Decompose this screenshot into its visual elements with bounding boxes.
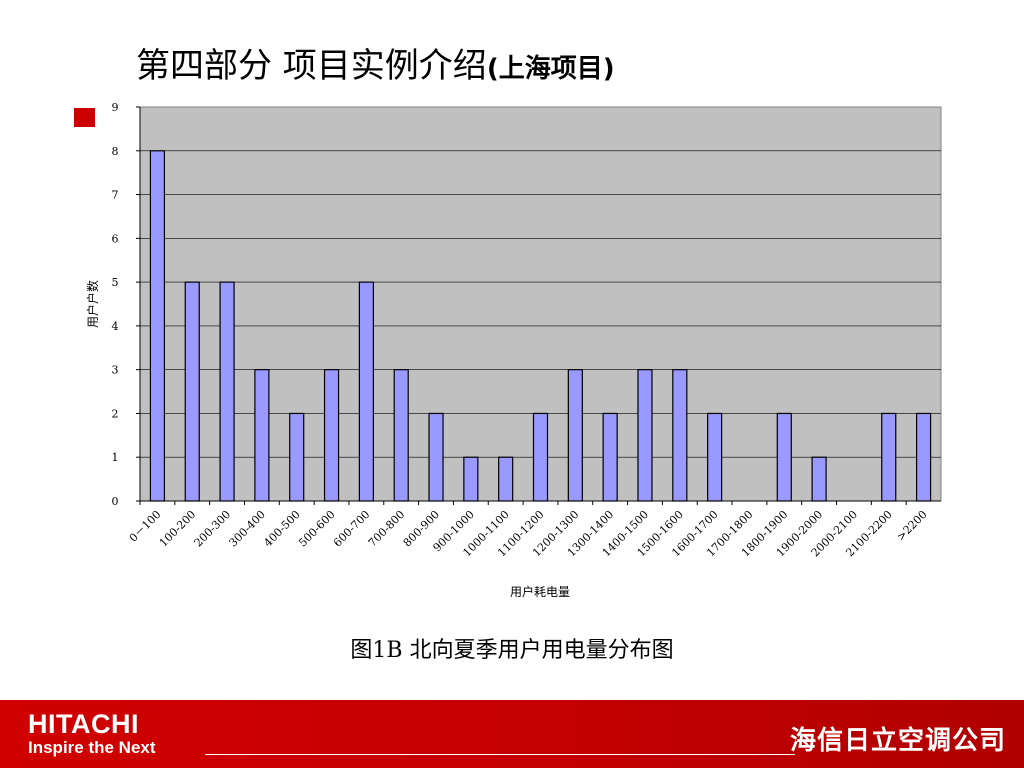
y-tick-label: 2 xyxy=(112,407,119,420)
bar xyxy=(393,369,409,502)
y-tick-label: 1 xyxy=(112,451,119,464)
bar xyxy=(811,456,827,502)
slide-title-sub: (上海项目) xyxy=(486,54,615,84)
bar xyxy=(776,412,792,502)
footer-divider xyxy=(205,754,795,755)
bar xyxy=(149,150,166,502)
legend-swatch xyxy=(74,108,95,127)
slide-title: 第四部分 项目实例介绍(上海项目) xyxy=(136,38,615,94)
figure-caption: 图1B 北向夏季用户用电量分布图 xyxy=(350,638,674,663)
x-axis-label: 用户耗电量 xyxy=(510,584,570,599)
x-tick-label: >2200 xyxy=(894,508,930,544)
company-name: 海信日立空调公司 xyxy=(789,726,1006,756)
y-tick-label: 6 xyxy=(112,232,119,245)
x-tick-label: 600-700 xyxy=(331,508,373,550)
x-tick-label: 300-400 xyxy=(226,508,268,550)
bar xyxy=(881,412,897,502)
x-tick-label: 100-200 xyxy=(157,508,199,550)
bar xyxy=(219,281,235,502)
x-tick-label: 200-300 xyxy=(192,508,234,550)
bar xyxy=(672,369,688,502)
y-tick-label: 8 xyxy=(112,145,119,158)
slide-title-main: 第四部分 项目实例介绍 xyxy=(136,46,487,86)
bar xyxy=(707,412,723,502)
bar xyxy=(915,412,932,502)
bar xyxy=(184,281,200,502)
logo-tagline: Inspire the Next xyxy=(28,738,156,757)
y-tick-label: 5 xyxy=(112,276,119,289)
bar xyxy=(532,412,549,502)
bar xyxy=(637,369,653,502)
bar xyxy=(567,369,583,502)
x-tick-label: 400-500 xyxy=(261,508,303,550)
x-tick-label: 700-800 xyxy=(366,508,408,550)
y-tick-label: 3 xyxy=(112,364,119,377)
bar xyxy=(323,369,340,502)
bar xyxy=(254,369,270,502)
footer-bar: HITACHI Inspire the Next 海信日立空调公司 xyxy=(0,700,1024,768)
y-axis-label: 用户户数 xyxy=(85,280,100,328)
bar xyxy=(358,281,374,502)
y-tick-label: 7 xyxy=(112,189,119,202)
bar xyxy=(428,412,444,502)
x-tick-label: 500-600 xyxy=(296,508,338,550)
y-tick-label: 4 xyxy=(112,320,119,333)
y-tick-label: 9 xyxy=(112,101,119,114)
y-tick-label: 0 xyxy=(112,495,119,508)
bar xyxy=(498,456,514,502)
y-axis: 0 1 2 3 4 5 6 7 8 9 xyxy=(112,101,141,508)
bar xyxy=(463,456,479,502)
bar xyxy=(602,412,618,502)
x-axis: 0－100100-200200-300300-400400-500500-600… xyxy=(127,500,941,559)
hitachi-logo: HITACHI Inspire the Next xyxy=(28,710,156,758)
logo-brand: HITACHI xyxy=(28,709,139,739)
bars xyxy=(149,150,932,502)
bar-chart: 0 1 2 3 4 5 6 7 8 9 0－100100-200200-300300-400400… xyxy=(85,101,942,599)
bar xyxy=(289,412,305,502)
